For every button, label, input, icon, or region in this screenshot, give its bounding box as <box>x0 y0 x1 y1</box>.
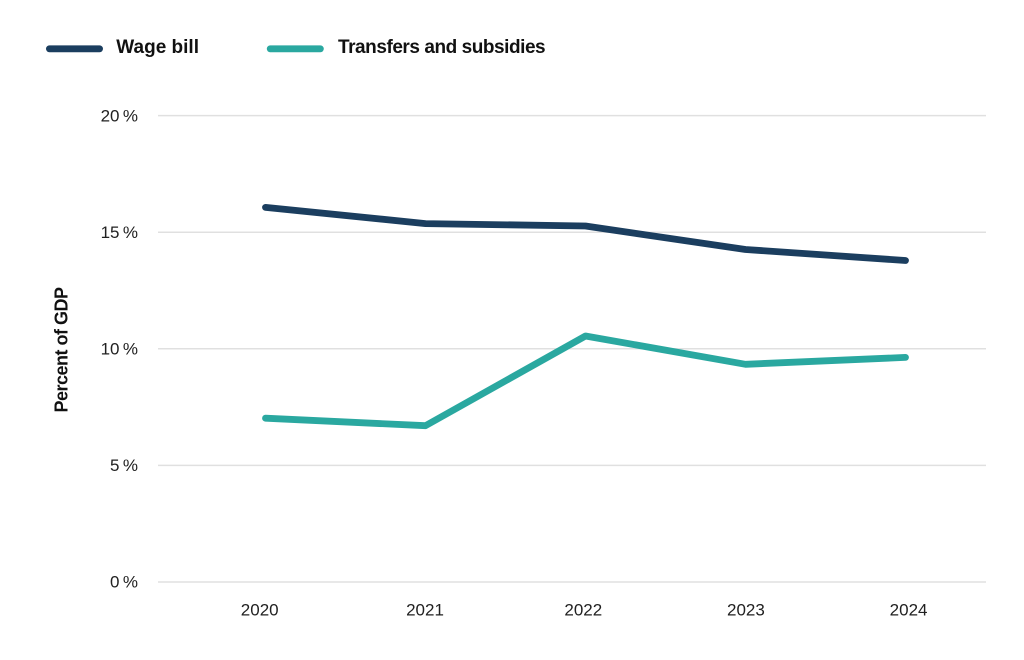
svg-text:15 %: 15 % <box>101 223 138 242</box>
svg-text:2023: 2023 <box>727 601 765 620</box>
svg-text:2020: 2020 <box>241 601 279 620</box>
svg-text:Wage bill: Wage bill <box>116 37 199 58</box>
svg-text:5 %: 5 % <box>110 456 138 475</box>
svg-text:Percent of GDP: Percent of GDP <box>52 287 72 413</box>
svg-text:2022: 2022 <box>564 601 602 620</box>
svg-text:20 %: 20 % <box>101 106 138 125</box>
svg-text:2024: 2024 <box>890 601 928 620</box>
svg-text:10 %: 10 % <box>101 340 138 359</box>
svg-text:0 %: 0 % <box>110 573 138 592</box>
svg-text:2021: 2021 <box>406 601 444 620</box>
svg-text:Transfers and subsidies: Transfers and subsidies <box>338 37 545 58</box>
